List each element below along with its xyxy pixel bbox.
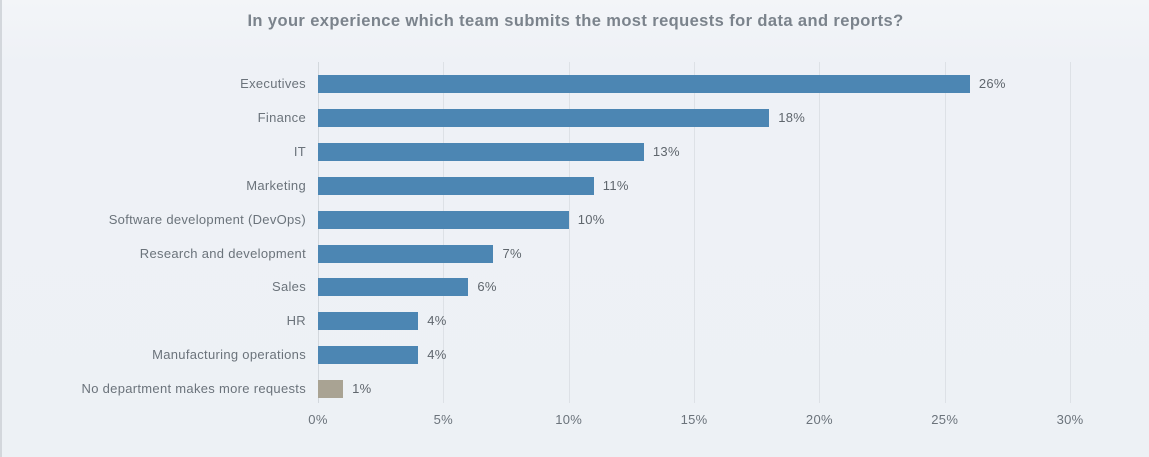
value-label: 26%: [978, 76, 1006, 91]
gridline-20: [819, 62, 821, 403]
bar-row: IT 13%: [2, 135, 1149, 169]
chart-title: In your experience which team submits th…: [247, 12, 904, 30]
category-label: No department makes more requests: [81, 381, 306, 397]
bar-manufacturing-operations: [318, 346, 419, 365]
x-tick-label-10: 10%: [555, 412, 583, 427]
gridline-15: [694, 62, 696, 403]
bar-executives: [318, 75, 970, 93]
bar-row: HR 4%: [2, 304, 1149, 338]
category-label: Software development (DevOps): [108, 211, 306, 227]
bar-sales: [318, 278, 469, 297]
x-tick-label-0: 0%: [308, 412, 328, 427]
value-label: 4%: [427, 313, 447, 329]
x-tick-label-15: 15%: [680, 412, 708, 427]
x-tick-label-5: 5%: [433, 412, 454, 427]
category-label: Finance: [257, 109, 306, 125]
category-label: Research and development: [139, 245, 306, 261]
category-label: Manufacturing operations: [152, 347, 306, 363]
value-label: 1%: [352, 381, 372, 397]
bar-row: Executives 26%: [2, 67, 1149, 101]
bar-row: No department makes more requests 1%: [2, 372, 1149, 406]
bar-row: Software development (DevOps) 10%: [2, 203, 1149, 237]
x-tick-label-20: 20%: [805, 412, 833, 427]
category-label: Marketing: [246, 177, 306, 193]
category-label: Executives: [240, 76, 306, 91]
bar-finance: [318, 108, 770, 127]
bar-row: Finance 18%: [2, 101, 1149, 135]
bar-row: Research and development 7%: [2, 237, 1149, 271]
bar-row: Sales 6%: [2, 270, 1149, 304]
value-label: 13%: [652, 143, 680, 159]
value-label: 10%: [577, 211, 605, 227]
gridline-30: [1070, 62, 1072, 403]
bar-row: Marketing 11%: [2, 169, 1149, 203]
bar-marketing: [318, 176, 594, 195]
gridline-0: [318, 62, 319, 403]
value-label: 11%: [602, 177, 629, 193]
x-tick-label-25: 25%: [931, 412, 959, 427]
gridline-25: [944, 62, 946, 403]
category-label: IT: [293, 143, 306, 159]
bar-software-development-devops-: [318, 210, 569, 229]
x-tick-label-30: 30%: [1056, 412, 1084, 427]
bar-it: [318, 142, 644, 161]
value-label: 7%: [502, 245, 522, 261]
bar-hr: [318, 312, 419, 331]
gridline-10: [568, 62, 570, 403]
bar-row: Manufacturing operations 4%: [2, 338, 1149, 372]
bar-research-and-development: [318, 244, 494, 263]
value-label: 4%: [427, 347, 447, 363]
category-label: Sales: [271, 279, 306, 295]
bar-no-department-makes-more-requests: [318, 380, 344, 399]
value-label: 18%: [778, 109, 806, 125]
value-label: 6%: [477, 279, 497, 295]
gridline-5: [443, 62, 445, 403]
category-label: HR: [286, 313, 306, 329]
